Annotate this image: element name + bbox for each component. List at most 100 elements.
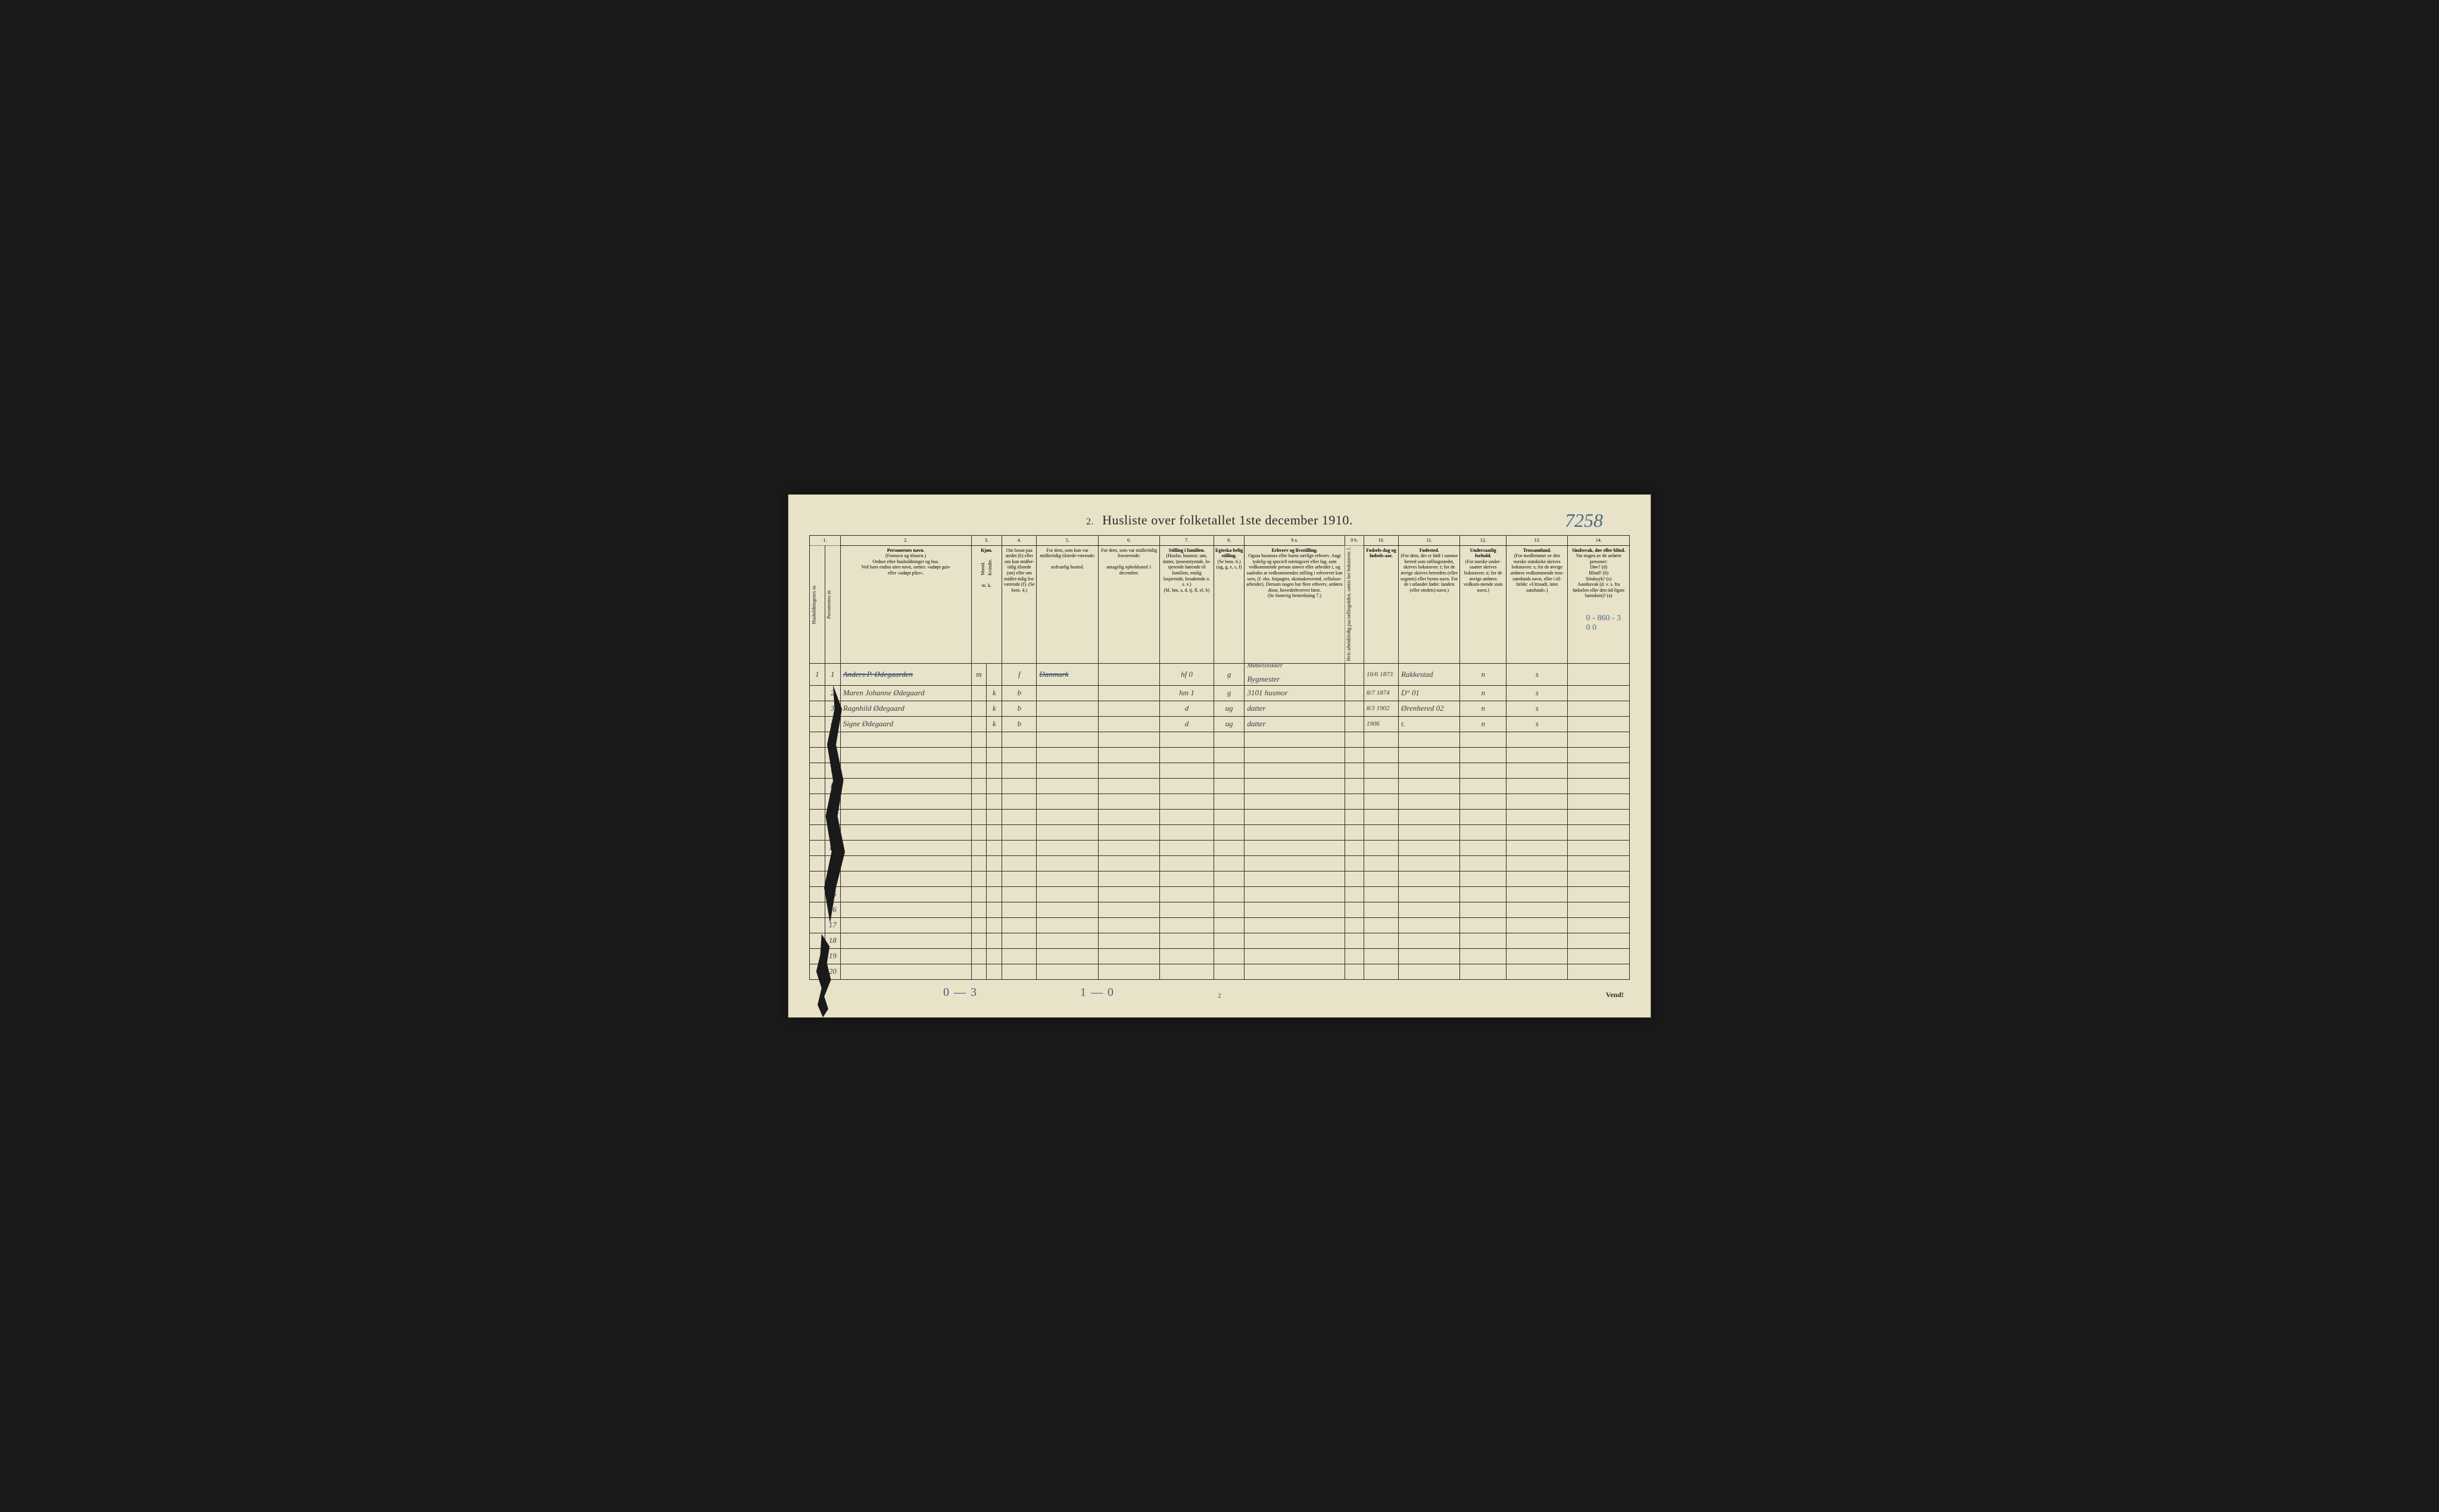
person-name [840, 763, 971, 778]
birthdate [1364, 933, 1398, 948]
marital-status [1214, 809, 1245, 824]
sex-k [987, 886, 1002, 902]
marital-status [1214, 855, 1245, 871]
table-row: 13 [810, 855, 1630, 871]
household-num [810, 716, 825, 732]
occupation [1245, 933, 1345, 948]
marital-status: g [1214, 663, 1245, 685]
col-num: 5. [1037, 536, 1098, 546]
status [1002, 732, 1037, 747]
marital-status [1214, 732, 1245, 747]
unemployed [1345, 685, 1364, 701]
col-num: 1. [810, 536, 841, 546]
nationality [1460, 948, 1507, 964]
birthdate: 16/6 1873 [1364, 663, 1398, 685]
marital-status [1214, 886, 1245, 902]
usual-residence [1037, 824, 1098, 840]
religion [1507, 871, 1568, 886]
religion [1507, 763, 1568, 778]
religion [1507, 824, 1568, 840]
usual-residence [1037, 871, 1098, 886]
birthdate [1364, 747, 1398, 763]
occupation [1245, 794, 1345, 809]
disability [1568, 902, 1630, 917]
family-position: d [1160, 701, 1214, 716]
sex-m: m [971, 663, 987, 685]
birthplace [1399, 840, 1460, 855]
usual-residence [1037, 933, 1098, 948]
occupation [1245, 732, 1345, 747]
family-position: hf 0 [1160, 663, 1214, 685]
unemployed [1345, 701, 1364, 716]
family-position [1160, 902, 1214, 917]
occupation [1245, 763, 1345, 778]
birthdate: 1906 [1364, 716, 1398, 732]
disability [1568, 701, 1630, 716]
table-row: 1 1 Anders P. Ødegaarden m f Danmark hf … [810, 663, 1630, 685]
birthdate [1364, 809, 1398, 824]
header-occupation: Erhverv og livsstilling.Ogsaa husmors el… [1245, 545, 1345, 663]
col-num: 7. [1160, 536, 1214, 546]
occupation [1245, 902, 1345, 917]
person-name [840, 794, 971, 809]
person-name [840, 886, 971, 902]
status [1002, 778, 1037, 794]
person-num: 17 [825, 917, 840, 933]
sex-m [971, 778, 987, 794]
person-name [840, 871, 971, 886]
unemployed [1345, 794, 1364, 809]
sex-k [987, 763, 1002, 778]
birthdate [1364, 871, 1398, 886]
sex-k [987, 794, 1002, 809]
disability [1568, 685, 1630, 701]
table-row: 3 Ragnhild Ødegaard k b d ug datter 8/3 … [810, 701, 1630, 716]
status [1002, 763, 1037, 778]
nationality [1460, 732, 1507, 747]
header-name: Personernes navn.(Fornavn og tilnavn.)Or… [840, 545, 971, 663]
status [1002, 964, 1037, 979]
nationality: n [1460, 685, 1507, 701]
bottom-annotation-1: 0—3 [943, 986, 981, 999]
disability [1568, 794, 1630, 809]
person-name [840, 778, 971, 794]
sex-k [987, 840, 1002, 855]
marital-status [1214, 763, 1245, 778]
religion [1507, 855, 1568, 871]
household-num [810, 840, 825, 855]
birthdate [1364, 763, 1398, 778]
person-name [840, 948, 971, 964]
col-num: 12. [1460, 536, 1507, 546]
birthplace [1399, 824, 1460, 840]
status [1002, 840, 1037, 855]
birthplace [1399, 763, 1460, 778]
sex-k [987, 917, 1002, 933]
nationality: n [1460, 716, 1507, 732]
birthplace: Rakkestad [1399, 663, 1460, 685]
disability [1568, 778, 1630, 794]
family-position [1160, 871, 1214, 886]
usual-residence: Danmark [1037, 663, 1098, 685]
nationality [1460, 747, 1507, 763]
marital-status [1214, 778, 1245, 794]
marital-status [1214, 964, 1245, 979]
family-position [1160, 809, 1214, 824]
birthdate [1364, 917, 1398, 933]
sex-m [971, 794, 987, 809]
table-row: 17 [810, 917, 1630, 933]
nationality [1460, 933, 1507, 948]
status [1002, 855, 1037, 871]
religion [1507, 902, 1568, 917]
status [1002, 809, 1037, 824]
col-num: 3. [971, 536, 1002, 546]
family-position [1160, 917, 1214, 933]
religion [1507, 778, 1568, 794]
birthplace: Ørenhered 02 [1399, 701, 1460, 716]
header-residence-status: Om bosat paa stedet (b) eller om kun mid… [1002, 545, 1037, 663]
household-num [810, 732, 825, 747]
sex-m [971, 732, 987, 747]
religion: s [1507, 663, 1568, 685]
sex-m [971, 747, 987, 763]
status [1002, 824, 1037, 840]
usual-residence [1037, 964, 1098, 979]
header-birthplace: Fødested.(For dem, der er født i samme h… [1399, 545, 1460, 663]
